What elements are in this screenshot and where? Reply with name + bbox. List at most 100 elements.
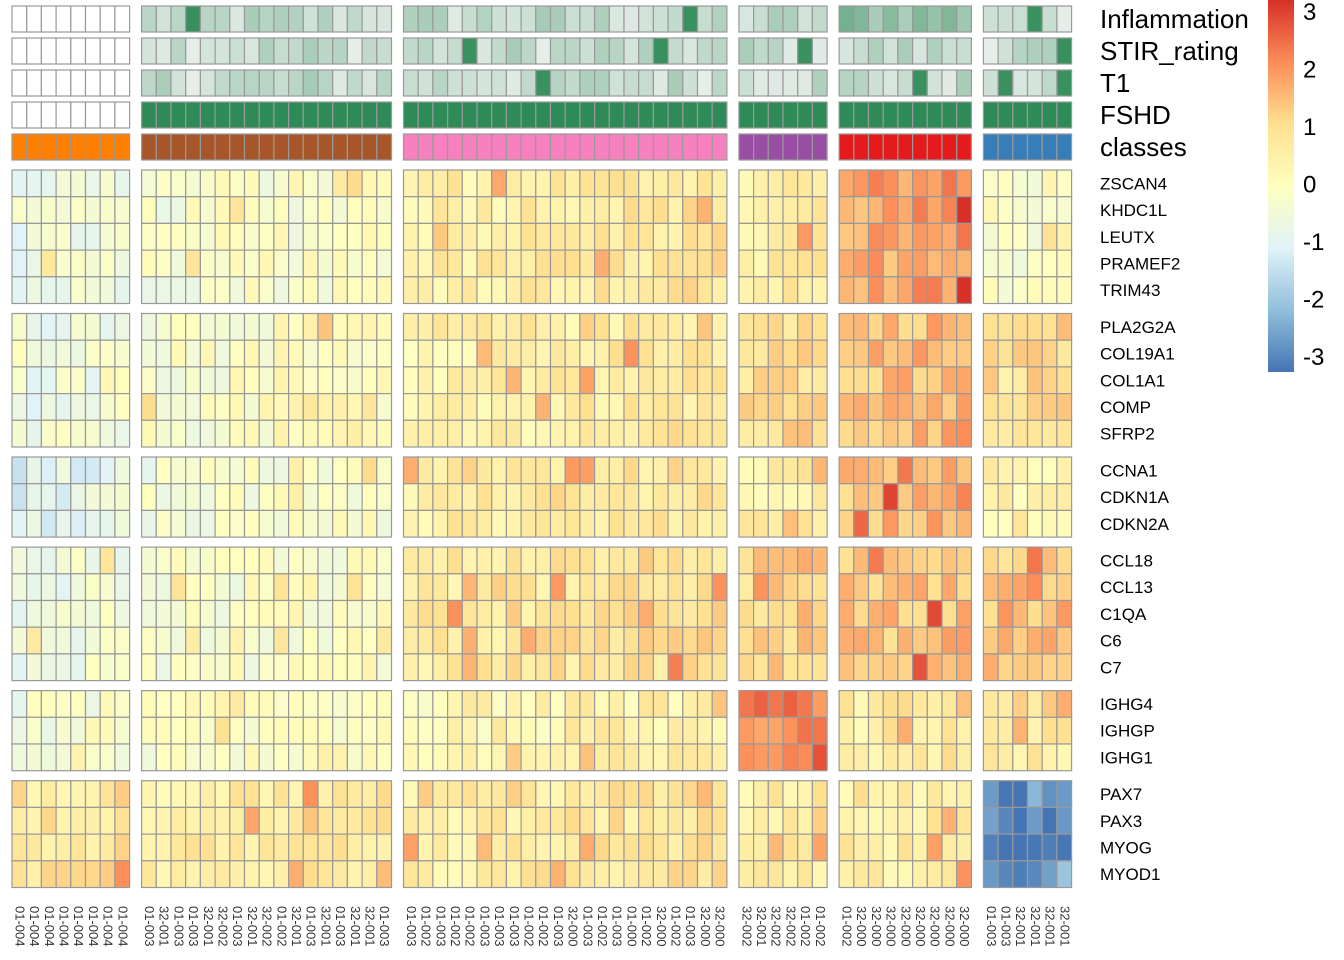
heatmap-cell <box>302 780 319 809</box>
annotation-cell <box>243 69 260 97</box>
heatmap-cell <box>738 743 755 772</box>
heatmap-cell <box>982 806 999 835</box>
heatmap-cell <box>199 393 216 421</box>
heatmap-cell <box>767 780 784 809</box>
heatmap-cell <box>84 393 101 421</box>
heatmap-cell <box>432 276 449 305</box>
heatmap-cell <box>302 339 319 368</box>
heatmap-cell <box>476 339 493 368</box>
annotation-cell <box>505 37 522 65</box>
heatmap-cell <box>26 456 43 485</box>
annotation-cell <box>838 69 855 97</box>
heatmap-cell <box>243 456 260 485</box>
heatmap-cell <box>941 546 958 575</box>
heatmap-cell <box>332 222 349 251</box>
heatmap-cell <box>564 249 581 278</box>
heatmap-cell <box>346 456 363 485</box>
heatmap-cell <box>982 780 999 809</box>
heatmap-cell <box>288 689 304 718</box>
heatmap-cell <box>491 393 508 421</box>
heatmap-cell <box>402 222 419 251</box>
heatmap-cell <box>638 546 655 575</box>
heatmap-cell <box>535 222 552 251</box>
heatmap-cell <box>997 456 1014 485</box>
heatmap-cell <box>432 743 449 772</box>
heatmap-cell <box>258 509 275 538</box>
heatmap-cell <box>491 276 508 305</box>
heatmap-cell <box>317 249 334 278</box>
heatmap-cell <box>243 509 260 538</box>
heatmap-cell <box>302 169 319 198</box>
heatmap-cell <box>711 509 728 538</box>
heatmap-cell <box>476 546 493 575</box>
heatmap-cell <box>114 393 131 421</box>
heatmap-cell <box>520 169 537 198</box>
heatmap-cell <box>1012 833 1029 862</box>
heatmap-cell <box>447 222 463 251</box>
heatmap-cell <box>332 716 349 745</box>
heatmap-cell <box>1056 860 1073 889</box>
heatmap-cell <box>593 626 610 655</box>
annotation-cell <box>273 69 290 97</box>
heatmap-cell <box>26 312 43 341</box>
heatmap-cell <box>332 276 349 305</box>
annotation-cell <box>767 5 784 33</box>
heatmap-cell <box>288 780 304 809</box>
heatmap-cell <box>273 483 290 512</box>
heatmap-cell <box>40 573 57 602</box>
heatmap-cell <box>170 483 187 512</box>
heatmap-cell <box>55 546 72 575</box>
heatmap-cell <box>302 249 319 278</box>
heatmap-cell <box>170 653 187 682</box>
heatmap-cell <box>1056 196 1073 224</box>
heatmap-cell <box>638 509 655 538</box>
heatmap-cell <box>55 456 72 485</box>
heatmap-cell <box>491 312 508 341</box>
annotation-cell <box>11 69 28 97</box>
heatmap-cell <box>114 222 131 251</box>
heatmap-cell <box>564 196 581 224</box>
heatmap-cell <box>1012 312 1029 341</box>
heatmap-cell <box>696 312 713 341</box>
annotation-cell <box>564 5 581 33</box>
annotation-cell <box>767 69 784 97</box>
heatmap-cell <box>361 339 378 368</box>
heatmap-cell <box>797 393 814 421</box>
heatmap-cell <box>40 860 57 889</box>
heatmap-cell <box>243 653 260 682</box>
annotation-cell <box>476 37 493 65</box>
annotation-cell <box>564 101 581 129</box>
heatmap-cell <box>417 393 434 421</box>
heatmap-cell <box>711 366 728 395</box>
annotation-cell <box>767 37 784 65</box>
heatmap-cell <box>229 222 246 251</box>
heatmap-cell <box>70 366 87 395</box>
heatmap-cell <box>608 743 625 772</box>
annotation-cell <box>1041 37 1058 65</box>
annotation-cell <box>767 101 784 129</box>
legend-tick-label: -1 <box>1303 229 1324 256</box>
heatmap-cell <box>84 716 101 745</box>
heatmap-cell <box>811 546 828 575</box>
heatmap-cell <box>11 599 28 628</box>
heatmap-cell <box>1012 222 1029 251</box>
annotation-cell <box>155 133 172 161</box>
column-label: 32-000 <box>928 906 943 946</box>
heatmap-cell <box>549 716 566 745</box>
heatmap-cell <box>114 573 131 602</box>
heatmap-cell <box>608 780 625 809</box>
gene-label: CCL13 <box>1100 578 1153 597</box>
annotation-cell <box>579 133 596 161</box>
heatmap-cell <box>170 860 187 889</box>
heatmap-cell <box>99 366 116 395</box>
heatmap-cell <box>332 743 349 772</box>
heatmap-cell <box>593 743 610 772</box>
heatmap-cell <box>1012 546 1029 575</box>
annotation-cell <box>882 5 899 33</box>
heatmap-cell <box>579 169 596 198</box>
heatmap-cell <box>170 599 187 628</box>
annotation-cell <box>461 69 478 97</box>
heatmap-cell <box>811 653 828 682</box>
heatmap-cell <box>170 456 187 485</box>
heatmap-cell <box>941 196 958 224</box>
